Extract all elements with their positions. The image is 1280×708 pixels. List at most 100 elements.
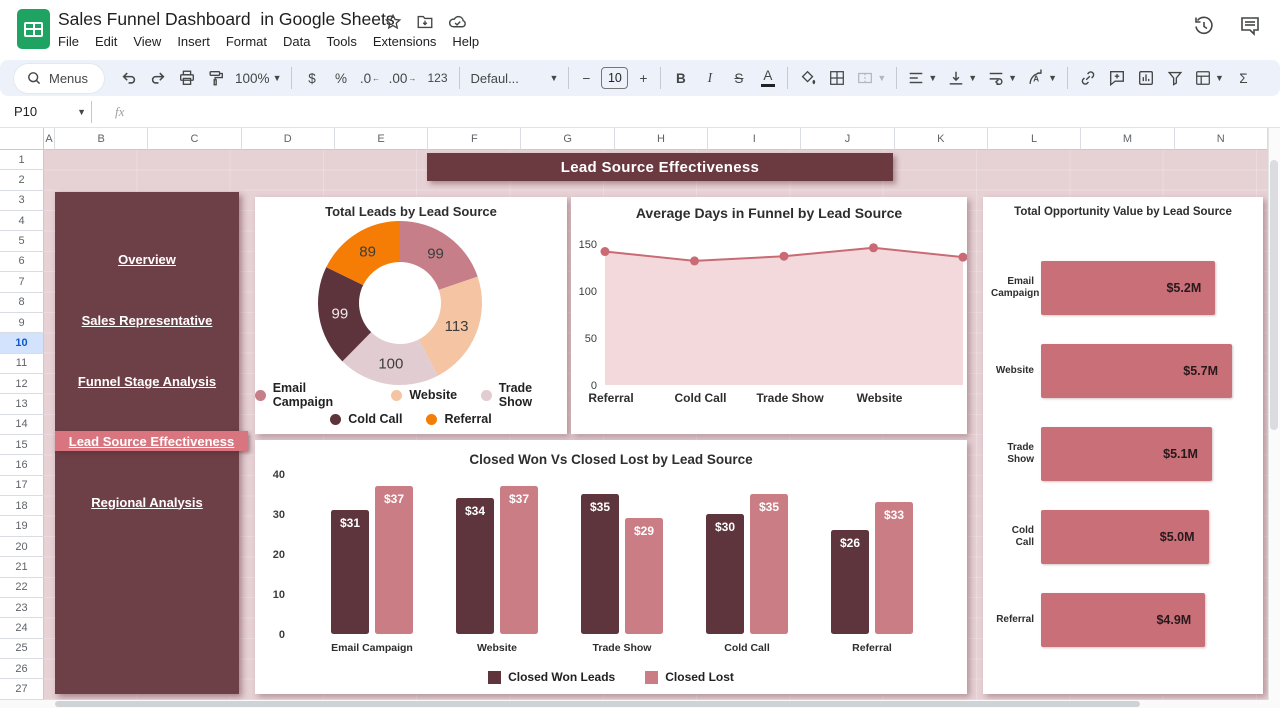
decrease-font-size-button[interactable]: − <box>582 70 591 86</box>
column-header-A[interactable]: A <box>44 128 55 150</box>
column-header-C[interactable]: C <box>148 128 242 150</box>
menu-view[interactable]: View <box>133 34 162 49</box>
row-header-5[interactable]: 5 <box>0 231 44 252</box>
hbar-chart-card[interactable]: Total Opportunity Value by Lead Source E… <box>983 197 1263 694</box>
column-header-M[interactable]: M <box>1081 128 1175 150</box>
select-all-corner[interactable] <box>0 128 44 150</box>
column-header-K[interactable]: K <box>894 128 988 150</box>
merge-cells-button[interactable]: ▼ <box>851 64 891 92</box>
column-header-I[interactable]: I <box>708 128 802 150</box>
move-folder-icon[interactable] <box>416 12 434 31</box>
row-header-20[interactable]: 20 <box>0 536 44 558</box>
create-filter-button[interactable] <box>1160 64 1189 92</box>
sidebar-item-sales-representative[interactable]: Sales Representative <box>81 312 213 328</box>
row-header-6[interactable]: 6 <box>0 251 44 273</box>
add-comment-button[interactable] <box>1102 64 1131 92</box>
menu-edit[interactable]: Edit <box>94 34 118 49</box>
decrease-decimal-button[interactable]: .0 ← <box>359 70 381 86</box>
row-header-10[interactable]: 10 <box>0 333 44 354</box>
print-button[interactable] <box>172 64 201 92</box>
row-header-12[interactable]: 12 <box>0 373 44 395</box>
menu-extensions[interactable]: Extensions <box>372 34 437 49</box>
column-header-N[interactable]: N <box>1174 128 1268 150</box>
comments-icon[interactable] <box>1238 14 1262 38</box>
text-wrap-select[interactable]: ▼ <box>982 64 1022 92</box>
menu-insert[interactable]: Insert <box>177 34 210 49</box>
row-header-3[interactable]: 3 <box>0 190 44 212</box>
insert-link-button[interactable] <box>1073 64 1102 92</box>
row-header-19[interactable]: 19 <box>0 516 44 537</box>
sidebar-item-lead-source-effectiveness[interactable]: Lead Source Effectiveness <box>55 431 248 451</box>
menu-tools[interactable]: Tools <box>326 34 357 49</box>
column-header-G[interactable]: G <box>521 128 615 150</box>
row-header-24[interactable]: 24 <box>0 618 44 639</box>
functions-button[interactable]: Σ <box>1239 70 1248 86</box>
undo-button[interactable] <box>114 64 143 92</box>
menu-file[interactable]: File <box>58 34 79 49</box>
row-header-18[interactable]: 18 <box>0 496 44 517</box>
name-box[interactable]: P10 ▼ <box>14 104 86 119</box>
donut-chart-card[interactable]: Total Leads by Lead Source 99 113 100 99 89 … <box>255 197 567 434</box>
row-header-9[interactable]: 9 <box>0 312 44 334</box>
bold-button[interactable]: B <box>676 70 686 86</box>
grouped-bar-chart-card[interactable]: Closed Won Vs Closed Lost by Lead Source… <box>255 440 967 694</box>
row-header-15[interactable]: 15 <box>0 435 44 456</box>
borders-button[interactable] <box>822 64 851 92</box>
strikethrough-button[interactable]: S <box>734 70 744 86</box>
row-header-25[interactable]: 25 <box>0 638 44 659</box>
text-rotate-select[interactable]: A ▼ <box>1022 64 1062 92</box>
row-header-26[interactable]: 26 <box>0 658 44 680</box>
row-header-8[interactable]: 8 <box>0 292 44 313</box>
sidebar-item-funnel-stage-analysis[interactable]: Funnel Stage Analysis <box>77 373 217 389</box>
row-header-21[interactable]: 21 <box>0 557 44 578</box>
format-percent-button[interactable]: % <box>334 70 347 86</box>
cloud-status-icon[interactable] <box>448 12 467 31</box>
document-title[interactable]: Sales Funnel Dashboard in Google Sheets <box>58 9 395 29</box>
fill-color-button[interactable] <box>793 64 822 92</box>
sheets-logo-icon[interactable] <box>17 9 50 49</box>
paint-format-button[interactable] <box>201 64 230 92</box>
menu-data[interactable]: Data <box>283 34 311 49</box>
menu-format[interactable]: Format <box>225 34 267 49</box>
italic-button[interactable]: I <box>707 70 713 85</box>
row-header-7[interactable]: 7 <box>0 272 44 293</box>
column-header-H[interactable]: H <box>614 128 709 150</box>
text-color-button[interactable]: A <box>753 64 782 92</box>
column-header-D[interactable]: D <box>241 128 335 150</box>
increase-decimal-button[interactable]: .00 → <box>388 70 417 86</box>
redo-button[interactable] <box>143 64 172 92</box>
sidebar-item-overview[interactable]: Overview <box>118 251 176 267</box>
increase-font-size-button[interactable]: + <box>639 70 648 86</box>
horizontal-scrollbar-thumb[interactable] <box>55 701 1140 707</box>
row-header-22[interactable]: 22 <box>0 577 44 598</box>
column-header-E[interactable]: E <box>334 128 429 150</box>
insert-chart-button[interactable] <box>1131 64 1160 92</box>
column-header-B[interactable]: B <box>55 128 149 150</box>
row-header-16[interactable]: 16 <box>0 455 44 476</box>
horizontal-align-select[interactable]: ▼ <box>902 64 942 92</box>
row-header-23[interactable]: 23 <box>0 597 44 619</box>
row-header-14[interactable]: 14 <box>0 414 44 436</box>
row-header-27[interactable]: 27 <box>0 679 44 700</box>
sidebar-item-regional-analysis[interactable]: Regional Analysis <box>91 494 203 510</box>
more-formats-button[interactable]: 123 <box>427 71 448 85</box>
menus-search-button[interactable]: Menus <box>14 63 105 93</box>
row-header-1[interactable]: 1 <box>0 150 44 171</box>
area-chart-card[interactable]: Average Days in Funnel by Lead Source 0 5… <box>571 197 967 434</box>
table-views-select[interactable]: ▼ <box>1189 64 1229 92</box>
font-size-input[interactable]: 10 <box>601 67 629 89</box>
version-history-icon[interactable] <box>1192 14 1216 38</box>
zoom-select[interactable]: 100% ▼ <box>235 70 282 86</box>
row-header-4[interactable]: 4 <box>0 211 44 232</box>
row-header-13[interactable]: 13 <box>0 394 44 415</box>
vertical-align-select[interactable]: ▼ <box>942 64 982 92</box>
column-header-J[interactable]: J <box>801 128 895 150</box>
row-header-11[interactable]: 11 <box>0 353 44 374</box>
column-header-F[interactable]: F <box>428 128 522 150</box>
row-header-2[interactable]: 2 <box>0 170 44 191</box>
font-select[interactable]: Defaul... ▼ <box>470 70 559 86</box>
vertical-scrollbar-thumb[interactable] <box>1270 160 1278 430</box>
menu-help[interactable]: Help <box>452 34 480 49</box>
row-header-17[interactable]: 17 <box>0 475 44 497</box>
column-header-L[interactable]: L <box>987 128 1082 150</box>
